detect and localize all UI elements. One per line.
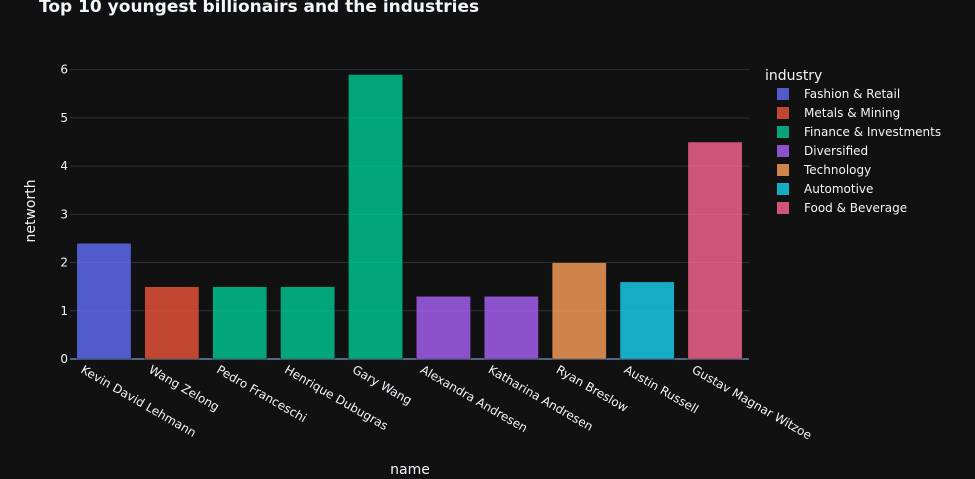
legend-item[interactable]: Technology [777, 163, 871, 177]
y-axis-label: networth [23, 179, 39, 242]
legend-swatch [777, 107, 789, 119]
chart-title: Top 10 youngest billionairs and the indu… [39, 0, 479, 17]
legend-label: Fashion & Retail [804, 87, 900, 101]
legend-label: Food & Beverage [804, 201, 907, 215]
bar[interactable] [619, 281, 675, 360]
legend-swatch [777, 183, 789, 195]
legend: industry Fashion & Retail Metals & Mining… [765, 68, 941, 215]
y-tick-label: 0 [60, 352, 68, 366]
bar[interactable] [483, 296, 539, 360]
bar[interactable] [416, 296, 471, 360]
bar[interactable] [280, 286, 336, 360]
bar[interactable] [212, 286, 268, 360]
legend-item[interactable]: Diversified [777, 144, 868, 158]
bar[interactable] [551, 262, 607, 360]
legend-label: Diversified [804, 144, 868, 158]
legend-item[interactable]: Food & Beverage [777, 201, 907, 215]
legend-swatch [777, 202, 789, 214]
legend-swatch [777, 145, 789, 157]
legend-swatch [777, 164, 789, 176]
legend-item[interactable]: Metals & Mining [777, 106, 900, 120]
legend-swatch [777, 126, 789, 138]
legend-swatch [777, 88, 789, 100]
bar[interactable] [687, 141, 743, 360]
legend-item[interactable]: Finance & Investments [777, 125, 941, 139]
x-tick-label: Kevin David Lehmann [78, 362, 198, 439]
x-tick-label: Gary Wang [350, 362, 414, 407]
legend-title: industry [765, 68, 822, 84]
legend-item[interactable]: Fashion & Retail [777, 87, 900, 101]
y-tick-label: 3 [60, 207, 68, 221]
x-tick-label: Gustav Magnar Witzoe [690, 362, 815, 442]
legend-label: Metals & Mining [804, 106, 900, 120]
y-tick-label: 1 [60, 304, 68, 318]
x-axis-label: name [390, 462, 430, 478]
y-tick-label: 5 [60, 111, 68, 125]
y-axis-ticks: 0 1 2 3 4 5 6 [60, 63, 68, 366]
bar[interactable] [348, 74, 403, 360]
bar[interactable] [144, 286, 200, 360]
bars [76, 74, 743, 360]
bar[interactable] [76, 243, 132, 360]
legend-item[interactable]: Automotive [777, 182, 873, 196]
y-tick-label: 2 [60, 256, 68, 270]
legend-label: Automotive [804, 182, 873, 196]
y-tick-label: 4 [60, 159, 68, 173]
legend-label: Technology [803, 163, 871, 177]
y-tick-label: 6 [60, 63, 68, 77]
x-tick-label: Austin Russell [622, 362, 701, 416]
legend-label: Finance & Investments [804, 125, 941, 139]
